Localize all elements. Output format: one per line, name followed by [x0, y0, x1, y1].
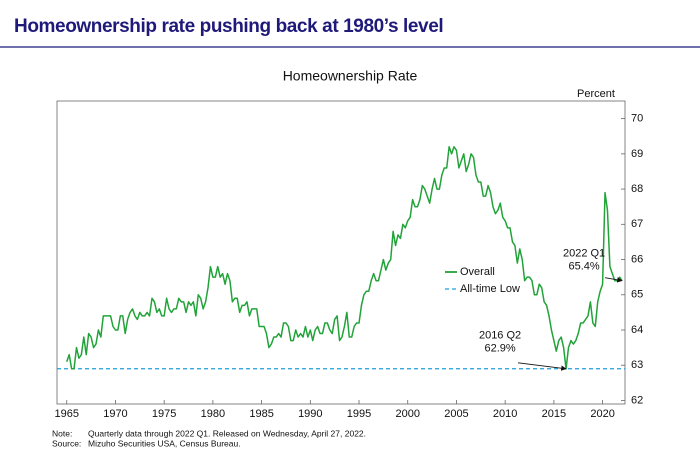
y-tick-label: 64: [631, 324, 643, 336]
x-tick-label: 1995: [347, 408, 371, 420]
annotation-arrow: [604, 277, 623, 283]
y-tick-label: 70: [631, 113, 643, 125]
x-tick-label: 2000: [395, 408, 419, 420]
annotation-label: 2022 Q1: [563, 248, 605, 260]
y-axis-label: Percent: [577, 88, 615, 100]
source: Mizuho Securities USA, Census Bureau.: [88, 438, 241, 448]
legend-label: All-time Low: [460, 283, 520, 295]
x-tick-label: 1985: [249, 408, 273, 420]
legend-label: Overall: [460, 266, 495, 278]
y-tick-label: 67: [631, 218, 643, 230]
note: Quarterly data through 2022 Q1. Released…: [88, 428, 366, 438]
y-tick-label: 63: [631, 359, 643, 371]
x-tick-label: 2015: [542, 408, 566, 420]
y-tick-label: 62: [631, 394, 643, 406]
x-tick-label: 1965: [55, 408, 79, 420]
x-tick-label: 2020: [590, 408, 614, 420]
x-tick-label: 1990: [298, 408, 322, 420]
x-tick-label: 1975: [152, 408, 176, 420]
annotation-value: 65.4%: [568, 261, 599, 273]
slide-title: Homeownership rate pushing back at 1980’…: [14, 16, 443, 37]
y-tick-label: 66: [631, 253, 643, 265]
series-line: [66, 146, 623, 370]
annotation-arrow: [518, 362, 567, 371]
annotation-value: 62.9%: [484, 343, 515, 355]
x-tick-label: 1970: [103, 408, 127, 420]
annotation-label: 2016 Q2: [479, 330, 521, 342]
x-tick-label: 1980: [201, 408, 225, 420]
note-label: Note:: [52, 428, 72, 438]
x-tick-label: 2005: [444, 408, 468, 420]
plot-frame: [56, 100, 626, 405]
y-tick-label: 65: [631, 289, 643, 301]
chart-title: Homeownership Rate: [283, 68, 418, 84]
y-tick-label: 69: [631, 148, 643, 160]
x-tick-label: 2010: [493, 408, 517, 420]
source-label: Source:: [52, 438, 81, 448]
y-tick-label: 68: [631, 183, 643, 195]
